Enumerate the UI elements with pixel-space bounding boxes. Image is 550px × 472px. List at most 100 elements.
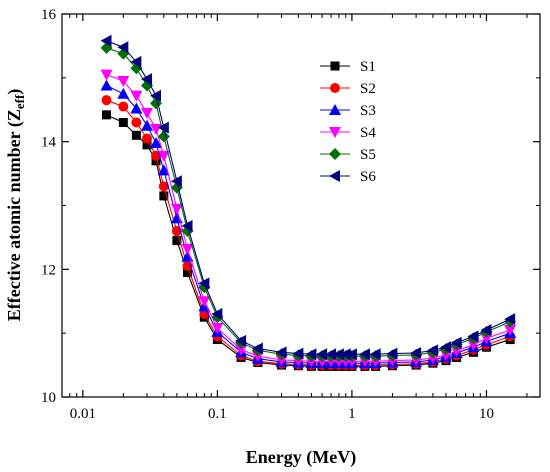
y-axis-label: Effective atomic number (Zeff) (4, 89, 27, 322)
data-point (480, 323, 492, 336)
y-tick-label: 12 (41, 262, 56, 278)
data-point (305, 348, 317, 361)
data-point (157, 164, 170, 176)
series-S1 (102, 110, 515, 371)
series-S5 (100, 41, 517, 363)
data-point (100, 69, 113, 81)
x-tick-label: 0.01 (70, 406, 96, 422)
legend-item-S2: S2 (320, 81, 376, 97)
data-point (151, 156, 161, 166)
data-point (426, 344, 438, 357)
legend-marker (329, 104, 341, 115)
data-point (100, 34, 112, 47)
data-point (142, 133, 153, 144)
x-axis-label: Energy (MeV) (246, 447, 356, 468)
data-point (339, 348, 351, 361)
data-point (504, 313, 516, 326)
data-point (235, 334, 247, 347)
legend-marker (329, 127, 341, 138)
data-point (211, 323, 224, 335)
series-layer (100, 34, 517, 371)
legend-item-S3: S3 (320, 103, 376, 119)
data-point (467, 330, 479, 343)
legend: S1 S2 S3 S4 S5 S6 (320, 59, 376, 185)
data-point (358, 348, 370, 361)
data-point (141, 107, 154, 119)
legend-label: S2 (360, 81, 376, 97)
legend-label: S4 (360, 125, 376, 141)
data-point (150, 123, 163, 135)
x-tick-label: 10 (479, 406, 494, 422)
series-line (106, 47, 511, 357)
legend-label: S1 (360, 59, 376, 75)
data-point (345, 348, 357, 361)
data-point (198, 296, 211, 308)
data-point (480, 333, 493, 345)
legend-item-S4: S4 (320, 125, 376, 141)
y-axis-label-sub: eff (12, 94, 27, 109)
legend-label: S5 (360, 147, 376, 163)
data-point (439, 349, 452, 361)
y-tick-label: 10 (41, 390, 56, 406)
data-point (369, 348, 381, 361)
legend-label: S6 (360, 169, 376, 185)
data-point (386, 347, 398, 360)
y-axis-label-close: ) (4, 89, 25, 95)
data-point (141, 73, 153, 86)
data-point (251, 351, 264, 363)
data-point (150, 136, 163, 148)
legend-label: S3 (360, 103, 376, 119)
data-point (158, 181, 169, 192)
data-point (130, 102, 143, 114)
data-point (211, 308, 223, 321)
series-line (106, 74, 511, 362)
data-point (170, 203, 183, 215)
x-tick-label: 0.1 (208, 406, 227, 422)
data-point (275, 346, 287, 359)
data-point (117, 41, 129, 54)
series-S4 (100, 69, 517, 368)
data-point (235, 344, 248, 356)
data-point (117, 76, 130, 88)
y-tick-label: 14 (41, 135, 57, 151)
data-point (157, 150, 170, 162)
axis-ticks: 0.01 0.1 1 10 10 12 14 16 (41, 7, 540, 422)
data-point (118, 118, 128, 128)
data-point (157, 121, 169, 134)
data-point (467, 339, 480, 351)
data-point (316, 348, 328, 361)
data-point (172, 236, 182, 246)
data-point (170, 175, 182, 188)
x-tick-label: 1 (348, 406, 356, 422)
legend-marker (330, 83, 340, 93)
data-point (332, 348, 344, 361)
data-point (150, 89, 162, 102)
legend-item-S5: S5 (320, 147, 376, 163)
data-point (251, 342, 263, 355)
data-point (198, 277, 210, 290)
data-point (159, 191, 169, 201)
data-point (130, 90, 143, 102)
data-point (130, 62, 143, 75)
legend-marker (330, 61, 340, 71)
legend-marker (329, 148, 341, 160)
data-point (141, 119, 154, 131)
data-point (181, 219, 193, 232)
data-point (101, 95, 112, 106)
data-point (118, 101, 129, 112)
data-point (410, 346, 422, 359)
series-S6 (100, 34, 516, 361)
legend-marker (329, 170, 340, 182)
data-point (131, 130, 141, 140)
data-point (183, 268, 193, 278)
y-tick-label: 16 (41, 7, 57, 23)
legend-item-S1: S1 (320, 59, 376, 75)
data-point (292, 347, 304, 360)
data-point (117, 87, 130, 99)
data-point (100, 79, 113, 91)
data-point (504, 324, 517, 336)
data-point (439, 341, 451, 354)
data-point (130, 55, 142, 68)
data-point (142, 140, 152, 150)
